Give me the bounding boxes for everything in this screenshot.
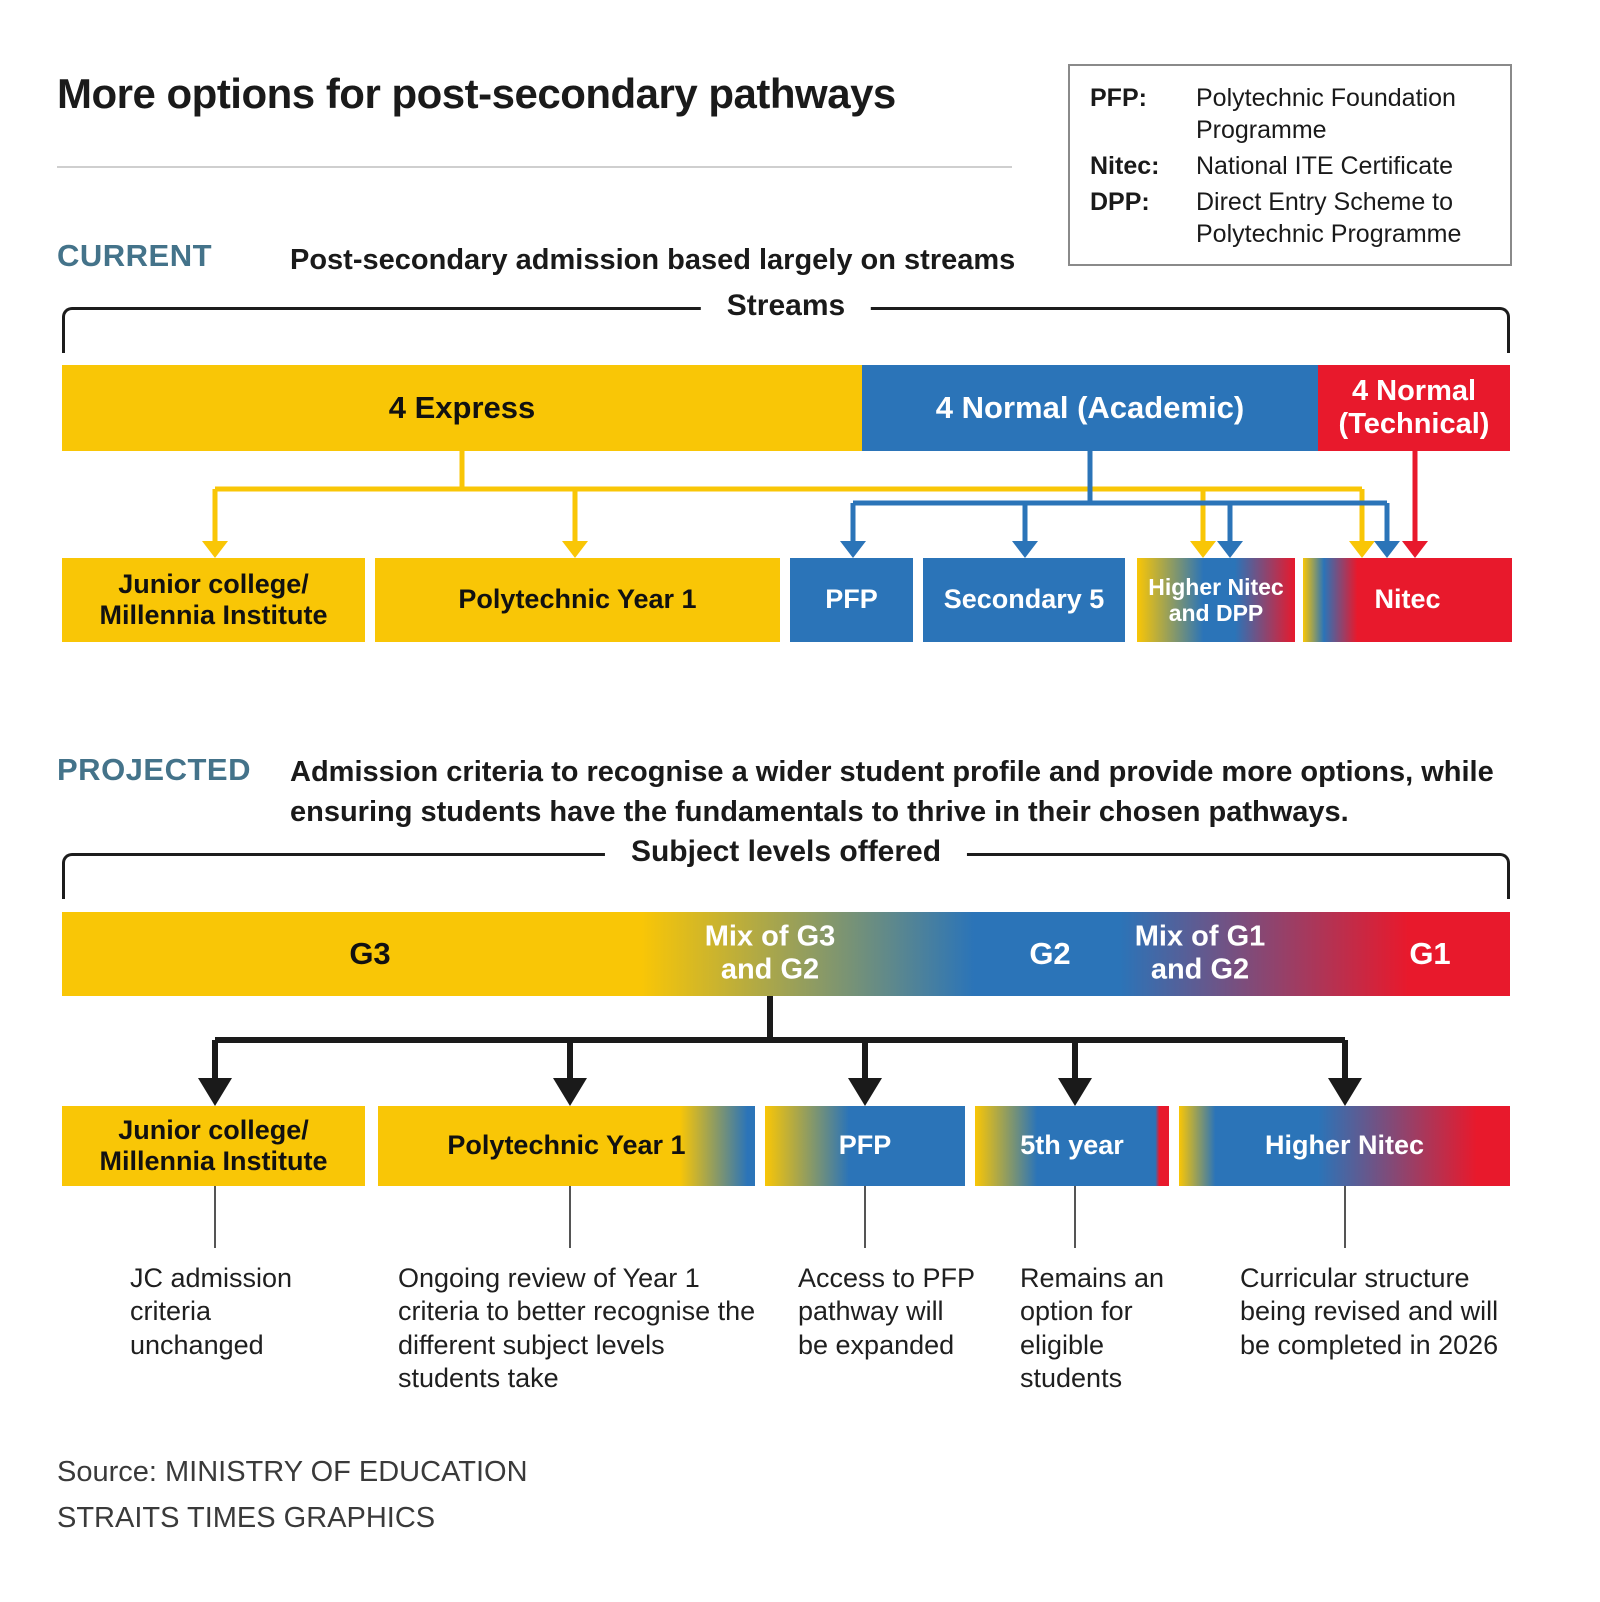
dest2-higher-nitec: Higher Nitec xyxy=(1179,1106,1510,1186)
note-stem-pfp xyxy=(864,1186,866,1248)
projected-arrows xyxy=(198,996,1362,1106)
projected-section-description: Admission criteria to recognise a wider … xyxy=(290,756,1494,829)
dest-secondary-5: Secondary 5 xyxy=(923,558,1125,642)
projected-section-label: PROJECTED xyxy=(57,752,251,787)
normal-academic-arrows xyxy=(840,451,1400,558)
note-stem-higher-nitec xyxy=(1344,1186,1346,1248)
streams-row: 4 Express 4 Normal (Academic) 4 Normal (… xyxy=(62,365,1510,451)
dest-pfp: PFP xyxy=(790,558,913,642)
note-stem-jc xyxy=(214,1186,216,1248)
current-section-description: Post-secondary admission based largely o… xyxy=(290,244,1016,276)
note-stem-5th-year xyxy=(1074,1186,1076,1248)
legend-definition-nitec: National ITE Certificate xyxy=(1196,152,1454,180)
express-arrows xyxy=(202,451,1375,558)
subject-level-g2: G2 xyxy=(1029,936,1071,972)
subject-level-g1: G1 xyxy=(1409,936,1451,972)
subject-levels-bar: G3 Mix of G3 and G2 G2 Mix of G1 and G2 … xyxy=(62,912,1510,996)
note-higher-nitec: Curricular structure being revised and w… xyxy=(1240,1263,1499,1360)
source-text: Source: MINISTRY OF EDUCATION xyxy=(57,1456,528,1488)
streams-bracket-label: Streams xyxy=(700,289,872,323)
dest-junior-college: Junior college/ Millennia Institute xyxy=(62,558,365,642)
current-section-label: CURRENT xyxy=(57,238,213,273)
stream-4-express: 4 Express xyxy=(62,365,862,451)
note-poly: Ongoing review of Year 1 criteria to bet… xyxy=(398,1263,756,1394)
streams-bracket: Streams xyxy=(62,289,1510,353)
legend-term-pfp: PFP: xyxy=(1090,84,1147,112)
note-stem-poly xyxy=(569,1186,571,1248)
legend-box: PFP: Polytechnic Foundation Programme Ni… xyxy=(1068,64,1512,266)
dest2-polytechnic-year-1: Polytechnic Year 1 xyxy=(378,1106,755,1186)
legend-definition-dpp: Direct Entry Scheme to Polytechnic Progr… xyxy=(1196,188,1462,248)
note-jc: JC admission criteria unchanged xyxy=(130,1263,293,1360)
page-title: More options for post-secondary pathways xyxy=(57,70,896,117)
subject-level-mix-g1-g2: Mix of G1 and G2 xyxy=(1134,920,1266,986)
subject-level-mix-g3-g2: Mix of G3 and G2 xyxy=(704,920,836,986)
legend-term-nitec: Nitec: xyxy=(1090,152,1160,180)
note-5th-year: Remains an option for eligible students xyxy=(1020,1263,1165,1394)
credit-text: STRAITS TIMES GRAPHICS xyxy=(57,1502,436,1534)
dest2-pfp: PFP xyxy=(765,1106,965,1186)
dest-polytechnic-year-1: Polytechnic Year 1 xyxy=(375,558,780,642)
normal-technical-arrow xyxy=(1402,451,1428,558)
dest2-junior-college: Junior college/ Millennia Institute xyxy=(62,1106,365,1186)
dest2-5th-year: 5th year xyxy=(975,1106,1169,1186)
legend-term-dpp: DPP: xyxy=(1090,188,1150,216)
stream-4-normal-academic: 4 Normal (Academic) xyxy=(862,365,1318,451)
projected-flow-arrows xyxy=(198,996,1362,1106)
note-pfp: Access to PFP pathway will be expanded xyxy=(798,1263,975,1360)
subject-levels-bracket: Subject levels offered xyxy=(62,835,1510,899)
legend-definition-pfp: Polytechnic Foundation Programme xyxy=(1196,84,1456,144)
current-flow-arrows xyxy=(202,451,1428,558)
dest-nitec: Nitec xyxy=(1303,558,1512,642)
subject-levels-bracket-label: Subject levels offered xyxy=(604,835,968,869)
dest-higher-nitec-dpp: Higher Nitec and DPP xyxy=(1137,558,1295,642)
title-divider xyxy=(57,166,1012,168)
subject-level-g3: G3 xyxy=(349,936,391,972)
stream-4-normal-technical: 4 Normal (Technical) xyxy=(1318,365,1510,451)
